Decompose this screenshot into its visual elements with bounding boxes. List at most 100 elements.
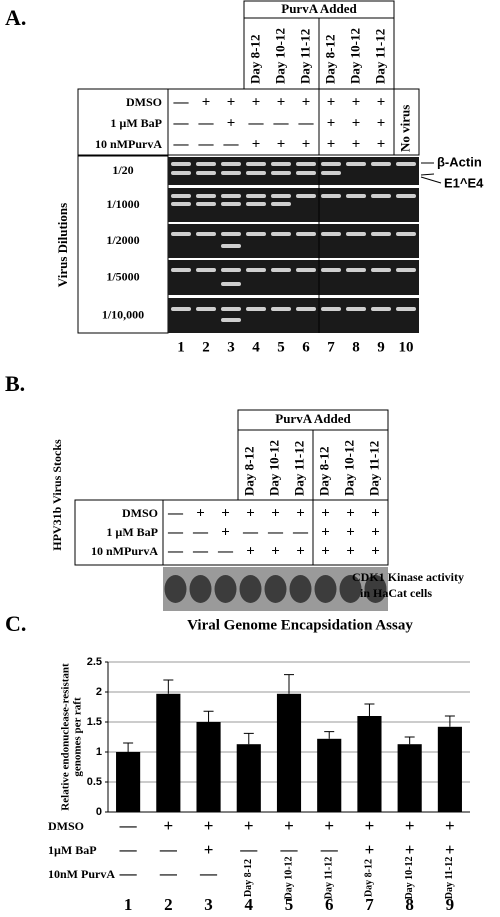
y-tick-label: 1 [96,746,102,758]
lane-number: 7 [327,339,335,355]
gel-band [214,575,237,603]
gel-band [246,202,266,206]
condition-mark: + [296,543,305,559]
gel-band [196,202,216,206]
day-label: Day 8-12 [322,35,337,84]
condition-mark: — [159,840,178,859]
side-label: HPV31b Virus Stocks [50,439,64,551]
dilution-label: 1/20 [112,163,133,177]
condition-mark: + [204,816,214,835]
day-label: Day 8-12 [316,447,331,496]
y-tick-label: 1.5 [87,716,102,728]
gel-band [271,268,291,272]
error-bar [163,679,174,694]
lane-number: 1 [177,339,185,355]
gel-band [221,282,241,286]
gel-band [321,194,341,198]
x-tick-label: 5 [285,895,294,914]
condition-mark: + [302,94,311,110]
gel-image [168,298,419,333]
gel-band [346,307,366,311]
day-label: Day 11-12 [297,29,312,84]
condition-mark: — [239,840,258,859]
error-bar [203,710,214,722]
day-label: Day 10-12 [347,28,362,84]
gel-band [396,194,416,198]
caption: CDK1 Kinase activity [352,570,464,584]
bar [276,693,302,812]
gel-band [171,307,191,311]
condition-mark: — [159,864,178,883]
condition-mark: + [327,136,336,152]
gel-band [221,244,241,248]
bar [357,716,382,812]
bar [397,744,422,812]
condition-mark: + [244,816,254,835]
condition-mark: + [346,505,355,521]
gel-band [371,307,391,311]
gel-band [171,162,191,166]
day-label: Day 8-12 [241,447,256,496]
condition-mark: — [167,505,184,521]
gel-band [196,268,216,272]
condition-mark: — [198,136,215,152]
gel-band [321,232,341,236]
row-label: 10 nMPurvA [95,137,162,151]
gel-image [168,260,419,295]
gel-band [364,575,387,603]
condition-mark: + [346,524,355,540]
chart-title: Viral Genome Encapsidation Assay [187,617,413,633]
day-label: Day 11-12 [291,441,306,496]
day-label: Day 10-12 [266,440,281,496]
condition-mark: — [280,840,299,859]
condition-mark: + [377,115,386,131]
condition-label: 1µM BaP [48,843,97,857]
gel-band [196,171,216,175]
error-bar [324,731,335,739]
error-bar [243,732,254,745]
gel-band [396,268,416,272]
condition-mark: + [204,840,214,859]
bar [196,722,221,812]
x-tick-label: 9 [446,895,455,914]
gel-band [246,232,266,236]
gel-band [221,232,241,236]
x-tick-label: 2 [164,895,173,914]
condition-mark: — [223,136,240,152]
gel-band [371,232,391,236]
condition-mark: + [321,543,330,559]
gel-band [171,268,191,272]
condition-mark: — [173,136,190,152]
gel-band [271,232,291,236]
gel-band [196,232,216,236]
condition-mark: + [221,505,230,521]
condition-mark: + [371,524,380,540]
gel-band [371,194,391,198]
gel-band [221,171,241,175]
gel-band [246,171,266,175]
condition-mark: — [119,840,138,859]
condition-mark: + [445,840,455,859]
gel-band [296,171,316,175]
condition-mark: — [298,115,315,131]
condition-mark: — [242,524,259,540]
condition-mark: Day 10-12 [283,856,294,899]
y-tick-label: 0.5 [87,776,102,788]
condition-mark: — [119,816,138,835]
y-axis-label: genomes per raft [72,697,84,777]
panel-label: C. [5,611,26,636]
gel-band [189,575,212,603]
gel-band [271,202,291,206]
lane-number: 2 [202,339,210,355]
gel-band [346,268,366,272]
day-label: Day 11-12 [366,441,381,496]
gel-band [396,307,416,311]
side-label: Virus Dilutions [55,203,70,287]
condition-mark: + [327,115,336,131]
gel-band [239,575,262,603]
y-axis-label: Relative endonuclease-resistant [60,663,72,811]
condition-mark: Day 10-12 [404,856,415,899]
gel-band [264,575,287,603]
gel-band [339,575,362,603]
gel-band [296,268,316,272]
